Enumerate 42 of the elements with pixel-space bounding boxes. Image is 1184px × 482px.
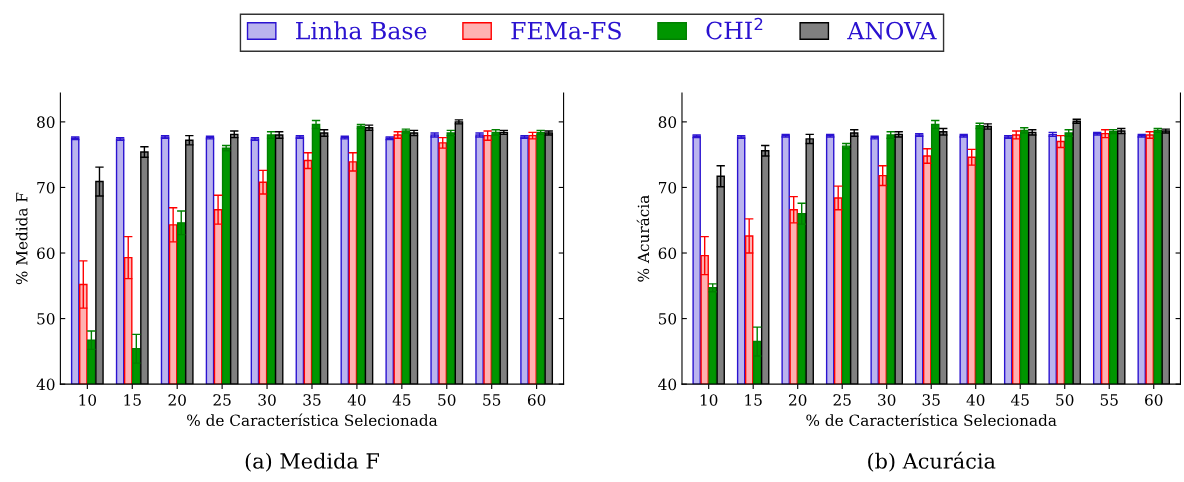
x-tick-label: 40 [347, 394, 366, 406]
y-tick-label: 40 [658, 378, 677, 391]
x-tick-label: 30 [878, 394, 896, 406]
x-tick-label: 25 [213, 394, 231, 406]
x-tick-label: 50 [1056, 394, 1074, 406]
x-axis-title: % de Característica Selecionada [187, 413, 438, 427]
text: (a) Medida F [245, 452, 379, 472]
x-tick-label: 60 [1145, 394, 1163, 406]
legend-label: Linha Base [296, 21, 427, 40]
x-tick-label: 60 [527, 394, 546, 406]
y-tick-label: 80 [37, 116, 55, 128]
x-tick-label: 25 [833, 394, 851, 406]
x-tick-label: 10 [700, 394, 718, 406]
legend-label: CHI$^{2}$ [706, 17, 763, 40]
x-tick-label: 15 [124, 394, 141, 406]
y-tick-label: 50 [37, 313, 55, 325]
y-tick-label: 60 [37, 247, 55, 260]
text: (b) Acurácia [868, 451, 996, 472]
x-tick-label: 10 [79, 394, 97, 406]
y-tick-label: 70 [658, 181, 677, 194]
y-tick-label: 70 [37, 181, 55, 194]
x-tick-label: 55 [1100, 394, 1118, 406]
y-tick-label: 60 [658, 247, 677, 260]
y-tick-label: 80 [658, 116, 677, 128]
x-tick-label: 35 [303, 394, 321, 406]
x-tick-label: 20 [789, 394, 807, 406]
x-tick-label: 55 [483, 394, 501, 406]
x-tick-label: 15 [745, 394, 762, 406]
legend-label: ANOVA [847, 21, 937, 40]
x-tick-label: 40 [966, 394, 985, 406]
y-tick-label: 40 [36, 378, 55, 391]
y-axis-title: % Acurácia [636, 195, 650, 282]
x-axis-title: % de Característica Selecionada [806, 413, 1057, 427]
x-tick-label: 45 [1010, 394, 1029, 406]
legend-label: FEMa-FS [511, 21, 621, 40]
y-tick-label: 50 [658, 313, 677, 325]
x-tick-label: 45 [392, 394, 411, 406]
x-tick-label: 50 [438, 394, 456, 406]
y-axis-title: % Medida F [15, 192, 28, 285]
x-tick-label: 30 [258, 394, 276, 406]
x-tick-label: 20 [168, 394, 186, 406]
x-tick-label: 35 [922, 394, 940, 406]
